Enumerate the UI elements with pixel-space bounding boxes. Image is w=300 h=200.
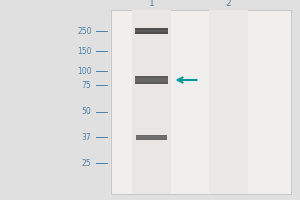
Text: 250: 250	[77, 26, 92, 36]
Text: 37: 37	[82, 132, 92, 142]
Bar	[135, 78, 168, 82]
Text: 100: 100	[77, 66, 92, 75]
Text: 150: 150	[77, 46, 92, 55]
Bar	[132, 10, 171, 194]
Bar	[135, 76, 168, 84]
Bar	[135, 30, 168, 32]
Text: 75: 75	[82, 81, 92, 90]
Bar	[208, 10, 247, 194]
Bar	[136, 136, 167, 138]
Text: 1: 1	[148, 0, 154, 8]
Bar	[135, 28, 168, 34]
Bar	[136, 134, 167, 140]
Text: 50: 50	[82, 108, 92, 116]
Bar	[111, 10, 291, 194]
Text: 25: 25	[82, 158, 92, 168]
Text: 2: 2	[225, 0, 231, 8]
